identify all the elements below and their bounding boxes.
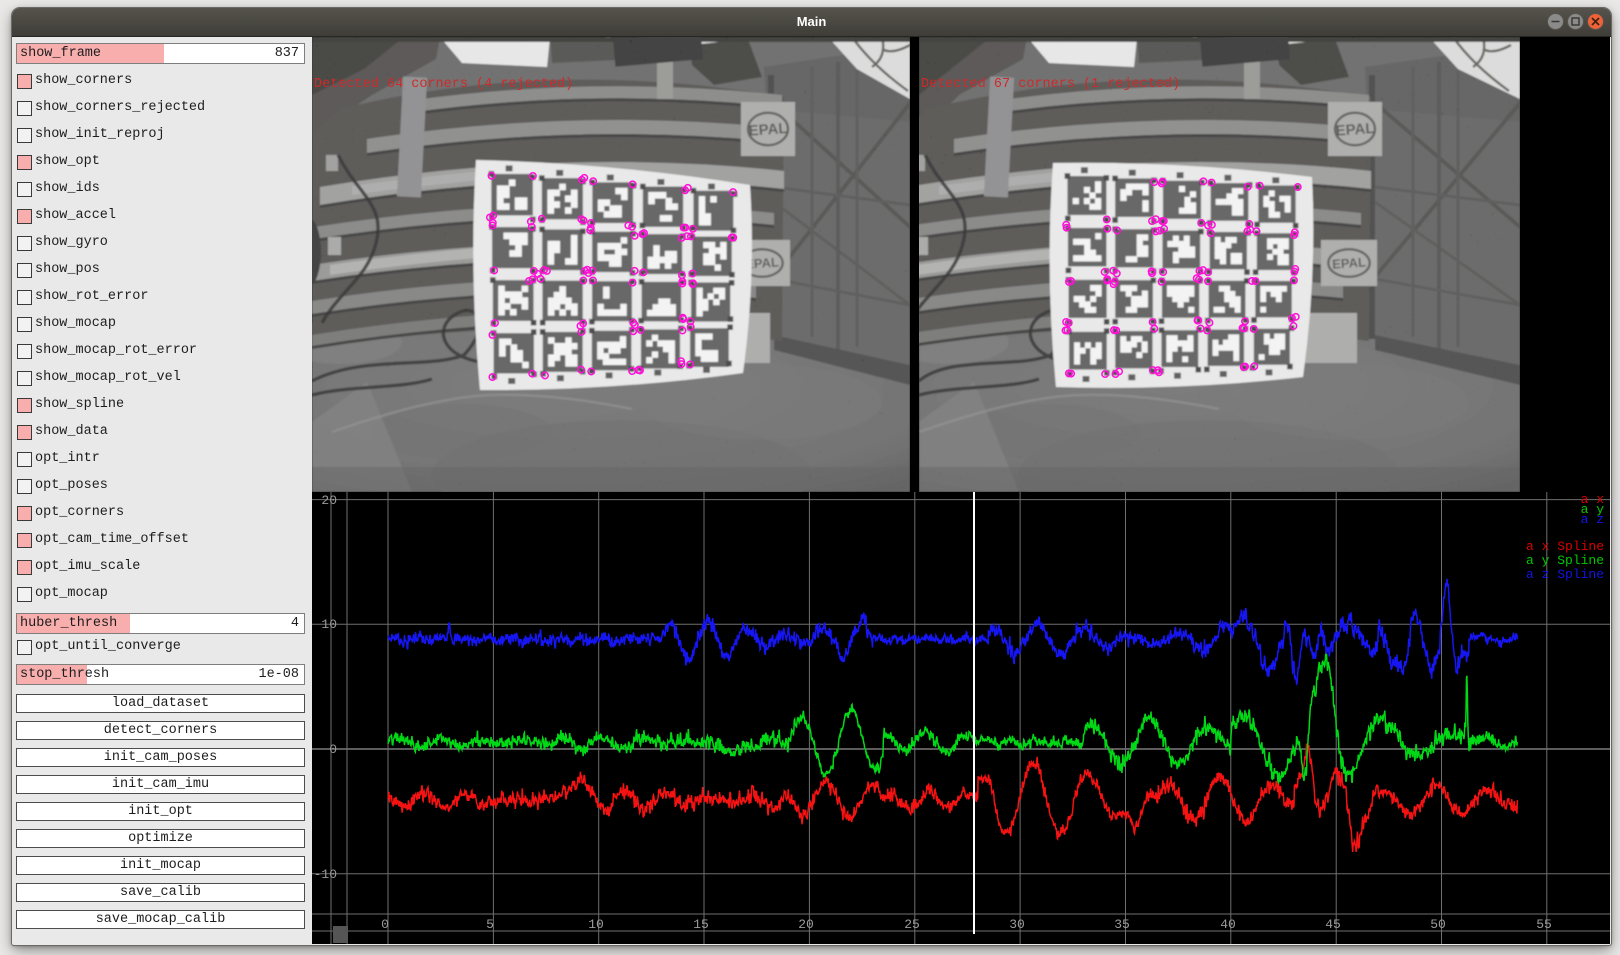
svg-text:a y: a y xyxy=(1581,502,1605,517)
svg-text:a x: a x xyxy=(1581,492,1605,507)
svg-text:50: 50 xyxy=(1430,917,1446,932)
svg-text:40: 40 xyxy=(1220,917,1236,932)
svg-text:Detected 67 corners (1 rejecte: Detected 67 corners (1 rejected) xyxy=(921,77,1180,92)
svg-text:0: 0 xyxy=(381,917,389,932)
svg-text:a z: a z xyxy=(1581,512,1604,527)
svg-text:20: 20 xyxy=(798,917,814,932)
svg-text:a x Spline: a x Spline xyxy=(1526,539,1604,554)
svg-text:20: 20 xyxy=(321,493,337,508)
svg-text:a y Spline: a y Spline xyxy=(1526,553,1604,568)
svg-text:30: 30 xyxy=(1009,917,1025,932)
svg-text:a z Spline: a z Spline xyxy=(1526,567,1604,582)
svg-text:25: 25 xyxy=(904,917,920,932)
svg-text:55: 55 xyxy=(1536,917,1552,932)
svg-text:-10: -10 xyxy=(314,867,337,882)
svg-text:10: 10 xyxy=(321,617,337,632)
svg-text:10: 10 xyxy=(588,917,604,932)
svg-text:35: 35 xyxy=(1114,917,1130,932)
svg-text:5: 5 xyxy=(486,917,494,932)
svg-text:15: 15 xyxy=(693,917,709,932)
svg-text:45: 45 xyxy=(1325,917,1341,932)
svg-text:0: 0 xyxy=(329,742,337,757)
svg-text:Detected 64 corners (4 rejecte: Detected 64 corners (4 rejected) xyxy=(314,77,573,92)
